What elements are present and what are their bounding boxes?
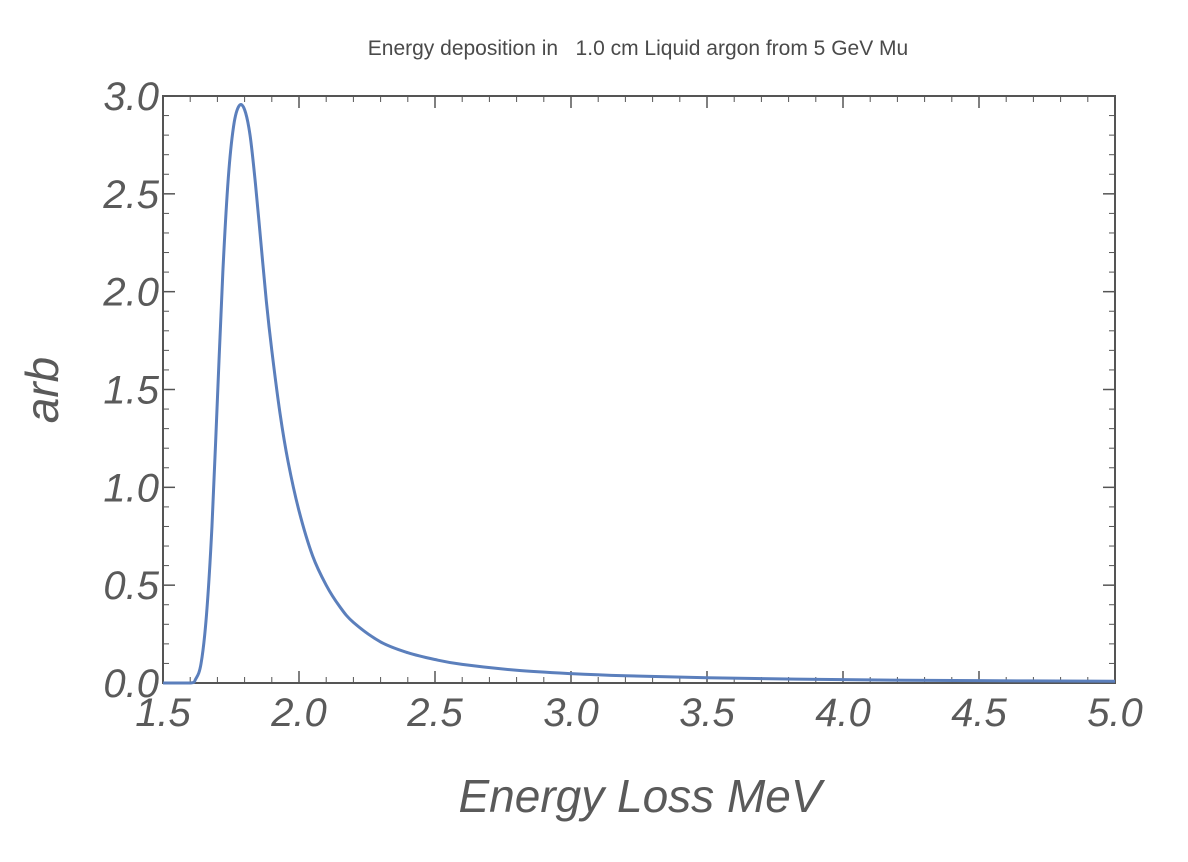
y-tick-label: 0.0 [103,662,159,706]
tick-labels: 1.5 2.0 2.5 3.0 3.5 4.0 4.5 5.0 0.0 0.5 1.0 1.5 2.0 2… [102,75,1142,735]
x-tick-label: 2.0 [270,691,327,735]
x-axis-label: Energy Loss MeV [458,770,825,822]
x-tick-label: 3.5 [679,691,735,735]
x-tick-label: 5.0 [1087,691,1143,735]
x-tick-label: 4.5 [951,691,1007,735]
series-line [162,103,1116,685]
y-tick-label: 2.0 [102,271,159,315]
chart-title: Energy deposition in 1.0 cm Liquid argon… [368,37,908,60]
y-tick-label: 0.5 [103,564,159,608]
y-tick-label: 1.0 [103,466,159,510]
x-tick-label: 3.0 [543,691,599,735]
x-tick-label: 1.5 [135,691,191,735]
plot-frame [162,95,1116,684]
y-tick-label: 3.0 [103,75,159,119]
x-tick-label: 4.0 [815,691,871,735]
tick-marks [162,95,1116,684]
y-tick-label: 1.5 [103,369,159,413]
y-tick-label: 2.5 [102,173,159,217]
x-tick-label: 2.5 [406,691,463,735]
y-axis-label: arb [16,357,68,423]
